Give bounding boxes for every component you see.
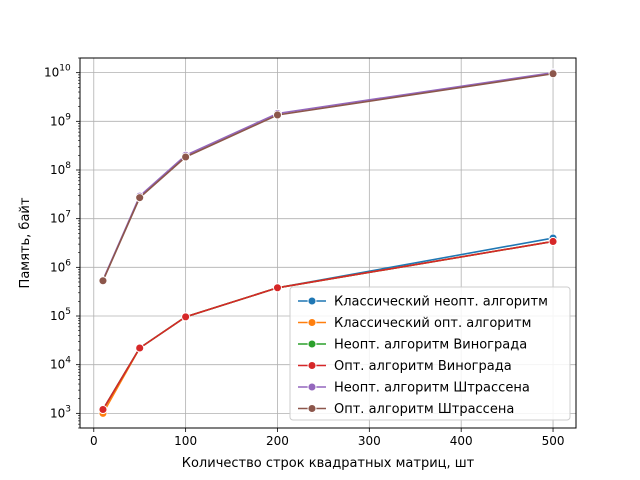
- x-tick-label: 300: [358, 434, 381, 448]
- y-tick-exponent: 6: [65, 258, 71, 268]
- y-tick-base: 10: [50, 260, 65, 274]
- y-tick-exponent: 8: [65, 161, 71, 171]
- y-tick-exponent: 5: [65, 307, 71, 317]
- legend-label: Неопт. алгоритм Штрассена: [334, 381, 530, 396]
- legend-box: [289, 286, 571, 421]
- legend-swatch-marker: [307, 361, 317, 370]
- legend-swatch-marker: [307, 318, 317, 327]
- legend-label: Классический опт. алгоритм: [334, 316, 531, 331]
- x-tick-label: 100: [174, 434, 197, 448]
- y-tick-exponent: 7: [65, 210, 71, 220]
- legend-swatch-marker: [307, 339, 317, 349]
- legend-item: Классический опт. алгоритм: [298, 316, 531, 331]
- data-point: [548, 237, 558, 246]
- legend-item: Классический неопт. алгоритм: [298, 295, 548, 310]
- y-tick-exponent: 4: [65, 356, 71, 366]
- y-tick-base: 10: [50, 114, 65, 128]
- series-layer: [98, 68, 558, 418]
- data-point: [181, 312, 191, 322]
- y-tick-label: 109: [50, 112, 71, 128]
- legend-swatch-marker: [307, 382, 317, 392]
- y-tick-base: 10: [50, 163, 65, 177]
- y-tick-base: 10: [44, 66, 59, 80]
- y-tick-label: 103: [50, 404, 71, 420]
- legend-label: Опт. алгоритм Штрассена: [334, 402, 514, 417]
- series-4: [98, 237, 558, 414]
- y-tick-exponent: 3: [65, 404, 71, 414]
- x-tick-label: 0: [90, 434, 98, 448]
- plot-frame: [79, 57, 577, 429]
- data-point: [135, 193, 145, 203]
- data-point: [98, 405, 108, 414]
- data-point: [273, 110, 282, 120]
- y-tick-base: 10: [50, 406, 65, 420]
- legend-item: Неопт. алгоритм Штрассена: [298, 381, 530, 396]
- data-point: [135, 343, 145, 353]
- x-tick-label: 500: [542, 434, 565, 448]
- x-tick-label: 400: [450, 434, 473, 448]
- y-tick-exponent: 9: [65, 112, 71, 122]
- y-tick-exponent: 10: [59, 64, 71, 74]
- y-tick-label: 108: [50, 161, 71, 177]
- data-point: [273, 283, 282, 293]
- y-tick-base: 10: [50, 212, 65, 226]
- y-axis-label: Память, байт: [18, 197, 33, 288]
- x-tick-label: 200: [266, 434, 289, 448]
- legend-label: Опт. алгоритм Винограда: [334, 359, 512, 374]
- y-tick-base: 10: [50, 309, 65, 323]
- series-6: [98, 69, 558, 286]
- x-axis: 0 100 200 300 400 500: [90, 428, 565, 448]
- y-tick-base: 10: [50, 358, 65, 372]
- y-tick-label: 107: [50, 210, 71, 226]
- legend: Классический неопт. алгоритм Классический…: [289, 286, 571, 421]
- legend-label: Классический неопт. алгоритм: [334, 295, 548, 310]
- y-tick-label: 104: [50, 356, 71, 372]
- data-point: [98, 276, 108, 286]
- data-point: [548, 69, 558, 79]
- legend-swatch-marker: [307, 296, 317, 306]
- x-axis-label: Количество строк квадратных матриц, шт: [182, 456, 475, 471]
- y-tick-label: 105: [50, 307, 71, 323]
- legend-item: Опт. алгоритм Винограда: [298, 359, 512, 374]
- legend-item: Опт. алгоритм Штрассена: [298, 402, 514, 417]
- legend-item: Неопт. алгоритм Винограда: [298, 338, 527, 353]
- y-tick-label: 106: [50, 258, 71, 274]
- y-tick-label: 1010: [44, 64, 71, 80]
- legend-label: Неопт. алгоритм Винограда: [334, 338, 527, 353]
- legend-swatch-marker: [307, 404, 317, 413]
- data-point: [181, 152, 191, 162]
